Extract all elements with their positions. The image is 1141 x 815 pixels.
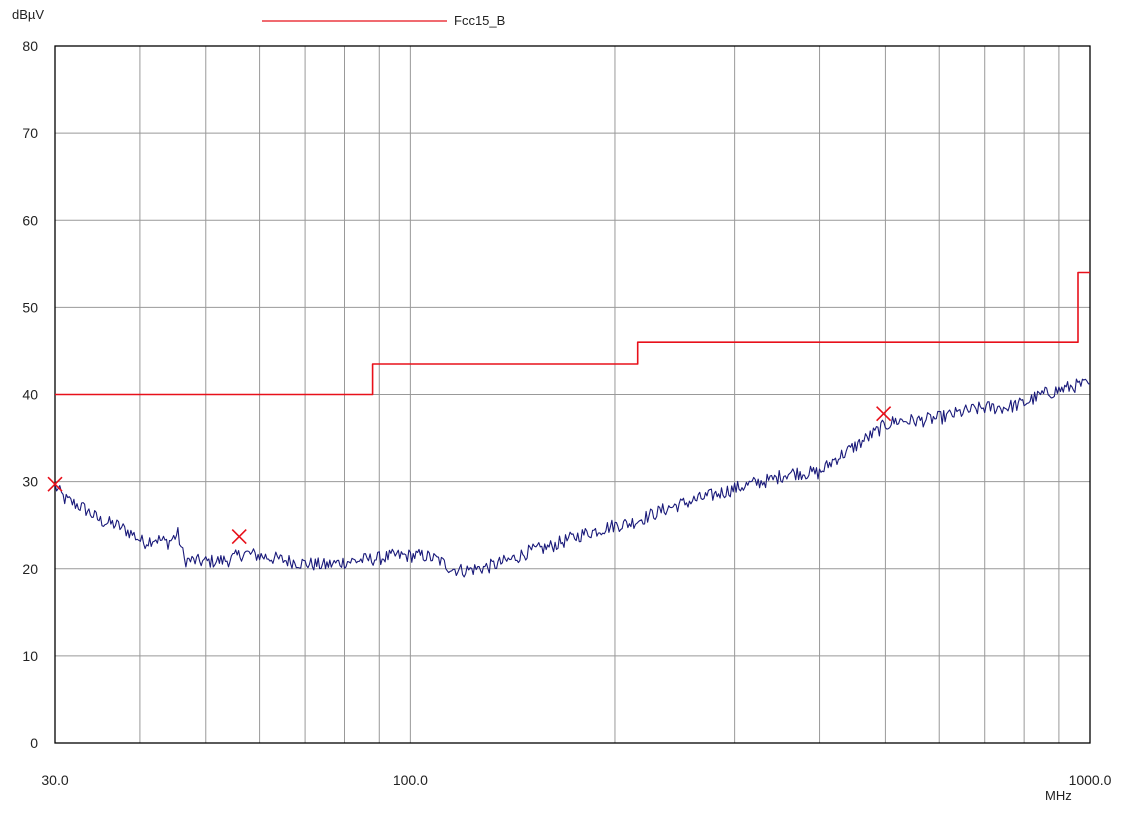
- peak-marker: [231, 528, 247, 545]
- x-tick-labels: 30.0 100.0 1000.0: [41, 772, 1111, 788]
- x-tick-label: 1000.0: [1069, 772, 1112, 788]
- series-layer: [54, 271, 1091, 578]
- y-tick-label: 20: [22, 561, 38, 577]
- x-tick-label: 30.0: [41, 772, 68, 788]
- peak-marker: [876, 406, 892, 422]
- y-tick-label: 10: [22, 648, 38, 664]
- y-tick-label: 70: [22, 125, 38, 141]
- y-tick-labels: 0 10 20 30 40 50 60 70 80: [22, 38, 38, 751]
- y-tick-label: 50: [22, 299, 38, 315]
- y-tick-label: 30: [22, 474, 38, 490]
- x-axis-unit-label: MHz: [1045, 788, 1072, 803]
- measurement-trace: [54, 378, 1091, 578]
- y-tick-label: 40: [22, 387, 38, 403]
- marker-layer: [47, 406, 892, 545]
- peak-marker: [47, 476, 63, 492]
- y-tick-label: 60: [22, 212, 38, 228]
- grid: [55, 46, 1090, 743]
- legend: Fcc15_B: [262, 13, 505, 28]
- y-tick-label: 80: [22, 38, 38, 54]
- y-tick-label: 0: [30, 735, 38, 751]
- y-axis-unit-label: dBµV: [12, 7, 44, 22]
- legend-label-fcc15-b: Fcc15_B: [454, 13, 505, 28]
- x-tick-label: 100.0: [393, 772, 428, 788]
- limit-line-fcc15-b: [55, 271, 1090, 396]
